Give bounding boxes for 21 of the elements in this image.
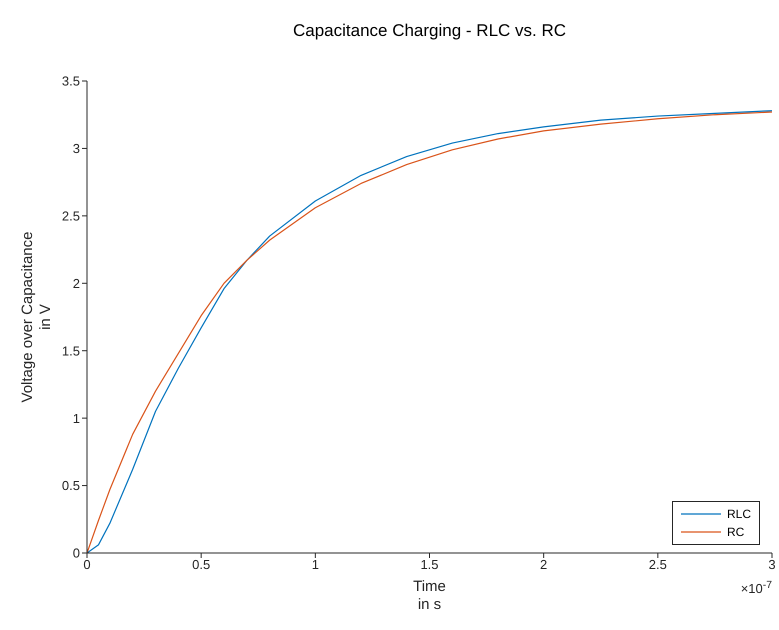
y-tick-label: 3 xyxy=(72,141,80,156)
y-axis-title: Voltage over Capacitance in V xyxy=(19,232,54,402)
y-tick-label: 2 xyxy=(72,276,80,291)
x-tick-label: 3 xyxy=(768,557,776,572)
y-tick-label: 3.5 xyxy=(62,74,80,89)
chart-title: Capacitance Charging - RLC vs. RC xyxy=(292,21,566,40)
text: ×10$^{-7}$ xyxy=(740,580,772,596)
y-tick-label: 1 xyxy=(72,410,80,426)
x-tick-label: 0.5 xyxy=(192,557,210,572)
x-tick-label: 0 xyxy=(83,557,91,572)
y-tick-label: 0 xyxy=(72,546,80,561)
x-tick-label: 1.5 xyxy=(420,557,439,572)
y-tick-label: 0.5 xyxy=(62,478,80,494)
x-tick-label: 2 xyxy=(540,557,548,572)
x-tick-label: 1 xyxy=(312,557,319,572)
y-tick-label: 2.5 xyxy=(62,208,80,224)
legend-label: RLC xyxy=(726,506,751,523)
x-axis-title: Time in s xyxy=(413,578,446,613)
x-tick-label: 2.5 xyxy=(648,557,667,572)
y-tick-label: 1.5 xyxy=(62,343,80,358)
legend-label: RC xyxy=(726,524,744,541)
